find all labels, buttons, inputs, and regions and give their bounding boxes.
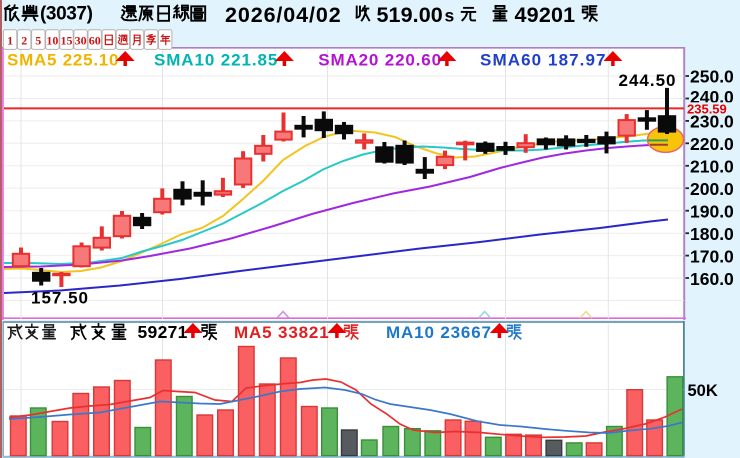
svg-text:s: s: [445, 6, 455, 26]
svg-text:59271: 59271: [138, 322, 188, 342]
svg-text:30: 30: [75, 33, 87, 47]
svg-text:170.0: 170.0: [690, 246, 734, 266]
svg-text:244.50: 244.50: [619, 71, 677, 90]
svg-text:157.50: 157.50: [31, 289, 89, 308]
svg-text:235.59: 235.59: [687, 101, 727, 116]
svg-text:60: 60: [89, 33, 101, 47]
svg-text:220.0: 220.0: [690, 134, 734, 154]
svg-text:50K: 50K: [688, 382, 718, 400]
svg-text:519.00: 519.00: [377, 3, 443, 27]
svg-text:250.0: 250.0: [690, 67, 734, 87]
svg-text:SMA60 187.97: SMA60 187.97: [480, 51, 607, 70]
svg-text:49201: 49201: [515, 3, 576, 27]
svg-text:200.0: 200.0: [690, 179, 734, 199]
svg-text:(3037): (3037): [40, 3, 93, 24]
svg-text:180.0: 180.0: [690, 224, 734, 244]
svg-text:2: 2: [21, 33, 27, 47]
svg-text:1: 1: [7, 33, 13, 47]
svg-text:SMA10 221.85: SMA10 221.85: [154, 51, 278, 70]
svg-text:2026/04/02: 2026/04/02: [225, 3, 342, 27]
svg-text:10: 10: [46, 33, 58, 47]
svg-text:SMA20 220.60: SMA20 220.60: [318, 51, 442, 70]
svg-text:240.0: 240.0: [690, 87, 734, 107]
svg-text:160.0: 160.0: [690, 269, 734, 289]
svg-text:15: 15: [61, 33, 73, 47]
svg-text:210.0: 210.0: [690, 156, 734, 176]
svg-text:190.0: 190.0: [690, 201, 734, 221]
svg-text:5: 5: [35, 33, 41, 47]
svg-text:MA10 23667: MA10 23667: [386, 323, 492, 342]
svg-text:SMA5 225.10: SMA5 225.10: [7, 51, 119, 70]
svg-text:230.0: 230.0: [690, 111, 734, 131]
svg-text:MA5 33821: MA5 33821: [234, 323, 330, 342]
